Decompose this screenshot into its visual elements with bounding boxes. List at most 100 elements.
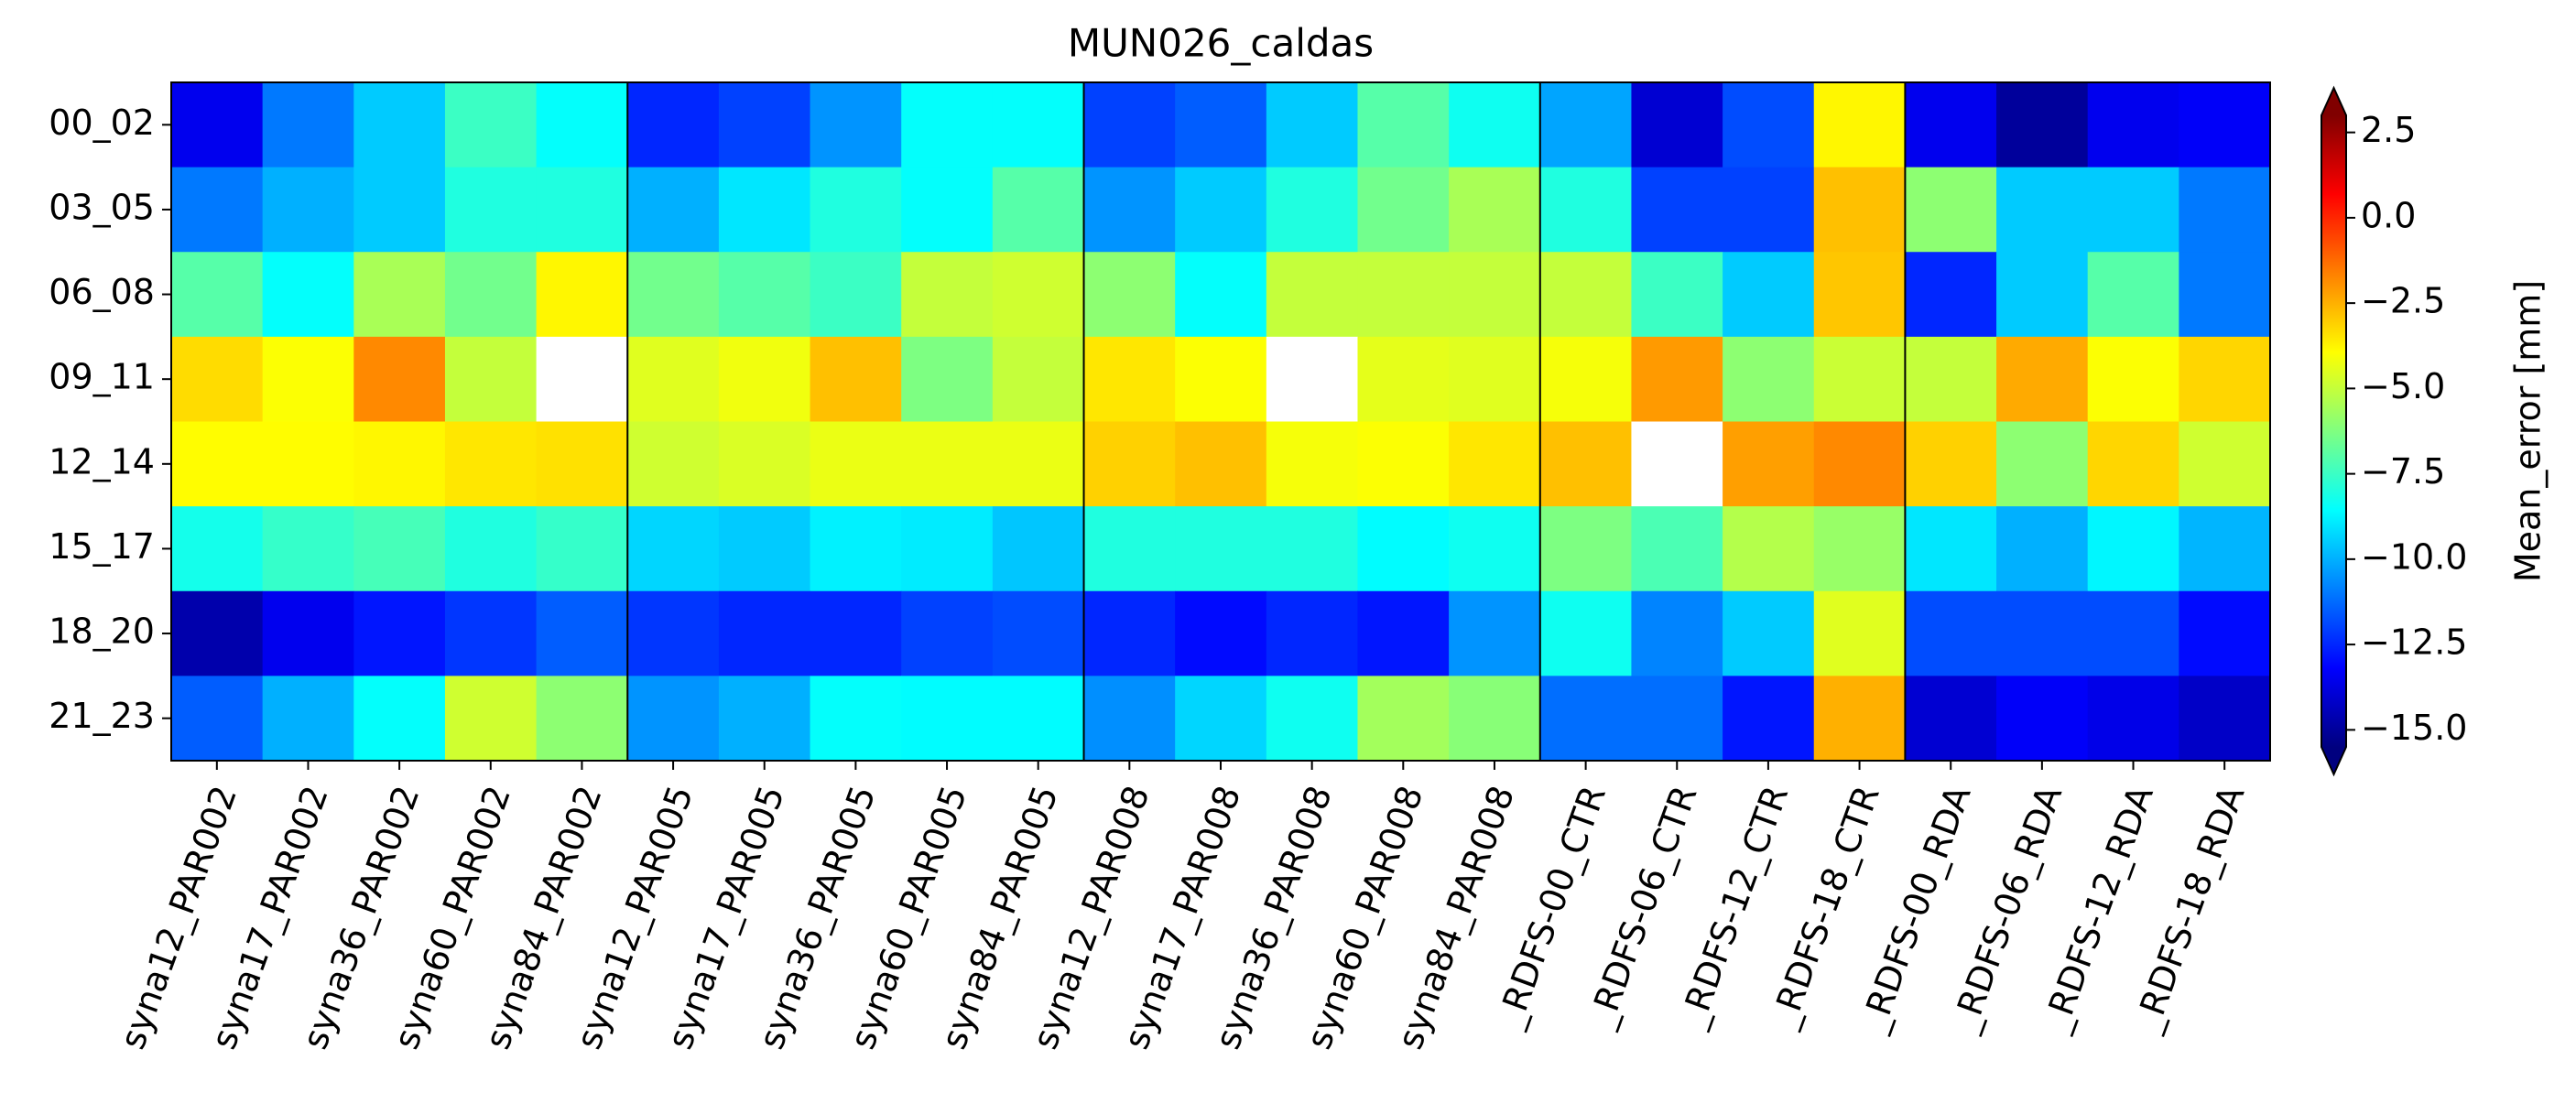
heatmap-cell xyxy=(1357,421,1450,507)
heatmap-cell xyxy=(718,252,811,338)
heatmap-cell xyxy=(1631,590,1723,676)
heatmap-cell xyxy=(1905,336,1997,422)
heatmap-cell xyxy=(992,252,1085,338)
heatmap-cell xyxy=(901,82,994,168)
heatmap-cell xyxy=(1905,252,1997,338)
heatmap-cell xyxy=(1813,590,1906,676)
heatmap-cell xyxy=(1175,590,1267,676)
heatmap-cell xyxy=(1083,336,1176,422)
heatmap-cell xyxy=(2087,82,2179,168)
heatmap-cell xyxy=(171,252,264,338)
heatmap-cell xyxy=(262,252,354,338)
heatmap-cell xyxy=(2087,336,2179,422)
heatmap-cell xyxy=(901,421,994,507)
heatmap-cell xyxy=(444,421,538,507)
heatmap-cell xyxy=(1813,252,1906,338)
heatmap-cell xyxy=(2179,506,2271,592)
heatmap-cell xyxy=(627,421,720,507)
heatmap-cell xyxy=(1905,506,1997,592)
heatmap-cell xyxy=(901,167,994,253)
heatmap-cell xyxy=(992,676,1085,762)
heatmap-cell xyxy=(992,421,1085,507)
heatmap-cell xyxy=(262,336,354,422)
heatmap-cell xyxy=(810,252,902,338)
heatmap-cell xyxy=(1723,252,1815,338)
heatmap-cell xyxy=(1539,676,1632,762)
heatmap-cell xyxy=(171,590,264,676)
heatmap-cell xyxy=(1905,676,1997,762)
heatmap-cell xyxy=(718,506,811,592)
heatmap-cell xyxy=(1813,167,1906,253)
heatmap-cell xyxy=(536,82,628,168)
colorbar-tick-label: −5.0 xyxy=(2361,366,2445,406)
heatmap-cell xyxy=(262,421,354,507)
heatmap-cell xyxy=(718,676,811,762)
heatmap-cell xyxy=(1539,252,1632,338)
heatmap-cell xyxy=(992,82,1085,168)
heatmap-cell xyxy=(901,590,994,676)
heatmap-cell xyxy=(1631,506,1723,592)
heatmap-cell xyxy=(1083,590,1176,676)
heatmap-cell xyxy=(1813,421,1906,507)
heatmap-cell xyxy=(1357,252,1450,338)
heatmap-cell xyxy=(536,676,628,762)
heatmap-cell xyxy=(627,336,720,422)
heatmap-cell xyxy=(627,82,720,168)
heatmap-cell xyxy=(992,336,1085,422)
heatmap-cell xyxy=(171,676,264,762)
heatmap-cell xyxy=(2087,421,2179,507)
heatmap-cell xyxy=(2087,676,2179,762)
heatmap-cell xyxy=(1449,82,1541,168)
colorbar-tick-label: 0.0 xyxy=(2361,195,2416,235)
heatmap-cell xyxy=(444,676,538,762)
heatmap-cell xyxy=(536,421,628,507)
heatmap-cell xyxy=(536,336,628,422)
y-tick-label: 21_23 xyxy=(49,696,155,736)
heatmap-cell xyxy=(1813,336,1906,422)
heatmap-cell xyxy=(1723,336,1815,422)
heatmap-cell xyxy=(2087,167,2179,253)
colorbar-tick-label: −12.5 xyxy=(2361,622,2467,663)
heatmap-cell xyxy=(992,506,1085,592)
heatmap-cell xyxy=(1539,506,1632,592)
colorbar-tick-label: −7.5 xyxy=(2361,451,2445,492)
heatmap-cell xyxy=(1357,506,1450,592)
heatmap-cell xyxy=(444,167,538,253)
heatmap-cell xyxy=(1723,82,1815,168)
heatmap-cell xyxy=(1175,421,1267,507)
heatmap-cell xyxy=(1449,421,1541,507)
heatmap-cell xyxy=(1631,336,1723,422)
heatmap-cell xyxy=(1083,506,1176,592)
heatmap-cell xyxy=(262,82,354,168)
colorbar-frame xyxy=(2321,85,2347,777)
heatmap-cell xyxy=(718,167,811,253)
heatmap-cell xyxy=(171,421,264,507)
heatmap-cell xyxy=(353,82,446,168)
heatmap-cell xyxy=(536,590,628,676)
y-tick-label: 12_14 xyxy=(49,441,155,481)
heatmap-cell xyxy=(718,590,811,676)
heatmap-cell xyxy=(1357,167,1450,253)
colorbar-label: Mean_error [mm] xyxy=(2508,280,2549,582)
heatmap-cell xyxy=(1449,676,1541,762)
heatmap-cell xyxy=(1996,252,2089,338)
heatmap-cell xyxy=(1996,167,2089,253)
heatmap-cell xyxy=(262,506,354,592)
heatmap-cell xyxy=(2087,252,2179,338)
heatmap-cell xyxy=(1175,336,1267,422)
heatmap-cell xyxy=(1083,82,1176,168)
heatmap-cell xyxy=(262,167,354,253)
heatmap-cell xyxy=(1539,421,1632,507)
colorbar-tick-label: −10.0 xyxy=(2361,536,2467,577)
colorbar-extend-top xyxy=(2321,88,2346,115)
heatmap-cell xyxy=(1175,506,1267,592)
heatmap-cell xyxy=(810,82,902,168)
heatmap-cell xyxy=(444,590,538,676)
heatmap-cell xyxy=(901,506,994,592)
heatmap-cell xyxy=(1996,421,2089,507)
heatmap-cell xyxy=(2179,252,2271,338)
heatmap-cell xyxy=(536,506,628,592)
heatmap-cell xyxy=(1905,421,1997,507)
heatmap-cell xyxy=(1266,421,1358,507)
heatmap-cell xyxy=(1175,676,1267,762)
